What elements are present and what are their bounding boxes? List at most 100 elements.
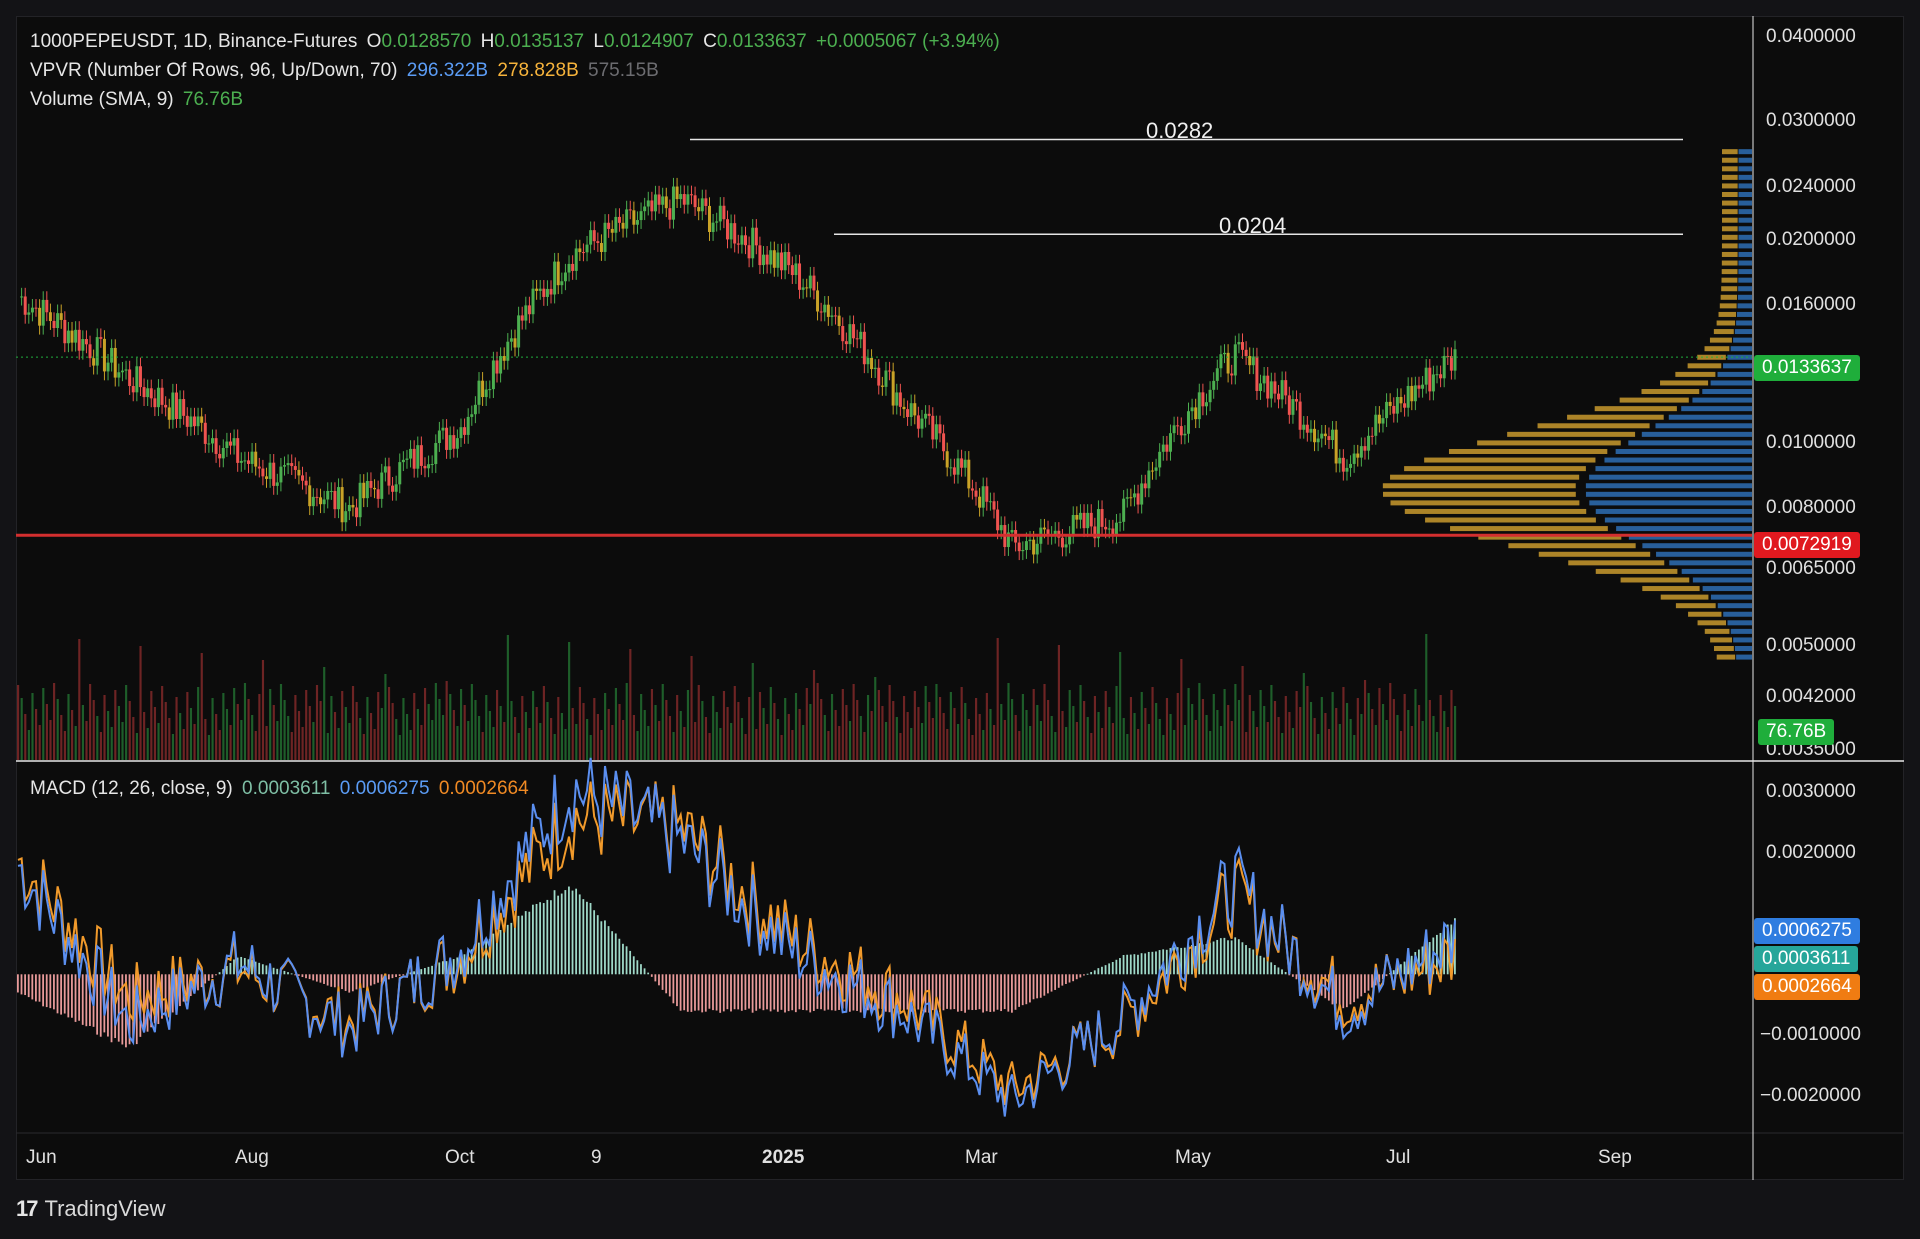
vpvr-row-down — [1507, 431, 1636, 437]
macd-legend[interactable]: MACD (12, 26, close, 9) 0.0003611 0.0006… — [30, 778, 533, 800]
volume-bar — [398, 735, 401, 760]
volume-bar — [251, 715, 254, 760]
support-price-tag: 0.0072919 — [1754, 532, 1860, 558]
volume-bar — [344, 707, 347, 760]
macd-hist-bar — [1147, 951, 1150, 975]
volume-bar — [654, 705, 657, 760]
macd-hist-bar — [1086, 973, 1089, 975]
price-tick-label: 0.0300000 — [1766, 110, 1856, 132]
volume-bar — [1432, 716, 1435, 760]
macd-hist-bar — [445, 961, 448, 975]
macd-hist-bar — [755, 974, 758, 1011]
candle-body — [816, 290, 820, 312]
candle-body — [1421, 384, 1425, 389]
candle-body — [373, 487, 377, 490]
candle-body — [996, 509, 1000, 531]
macd-hist-bar — [171, 974, 174, 1013]
volume-bar — [546, 702, 549, 760]
macd-hist-bar — [452, 959, 455, 975]
macd-hist-bar — [658, 974, 660, 986]
volume-bar — [1281, 733, 1284, 760]
volume-bar — [535, 707, 538, 760]
volume-bar — [676, 695, 679, 760]
open-value: 0.0128570 — [381, 31, 472, 52]
candle-body — [841, 326, 845, 342]
low-label: L — [593, 31, 604, 52]
volume-bar — [1392, 699, 1395, 760]
candle-body — [657, 194, 661, 205]
candle-body — [574, 248, 578, 271]
macd-hist-bar — [1353, 974, 1355, 1003]
candle-body — [1334, 429, 1338, 464]
volume-bar — [269, 689, 272, 760]
vpvr-legend[interactable]: VPVR (Number Of Rows, 96, Up/Down, 70) 2… — [30, 60, 663, 82]
vpvr-row-down — [1716, 320, 1736, 326]
volume-bar — [956, 724, 960, 760]
volume-bar — [1140, 692, 1143, 760]
macd-hist-bar — [1018, 974, 1021, 1007]
volume-bar — [568, 642, 571, 760]
candle-body — [1345, 467, 1349, 472]
candle-body — [1111, 528, 1115, 535]
candle-body — [826, 304, 830, 317]
candle-body — [1190, 407, 1194, 412]
candle-body — [369, 481, 373, 488]
volume-bar — [1090, 733, 1093, 760]
candle-body — [801, 287, 805, 290]
volume-bar — [888, 685, 891, 760]
candle-body — [337, 487, 341, 510]
macd-hist-bar — [319, 974, 322, 983]
candle-body — [1399, 397, 1403, 404]
candle-body — [913, 403, 917, 416]
macd-hist-bar — [805, 974, 808, 1011]
volume-bar — [416, 709, 419, 760]
candle-body — [171, 392, 175, 420]
candle-body — [106, 362, 110, 372]
vpvr-row-down — [1448, 448, 1608, 454]
candle-body — [718, 205, 722, 222]
volume-legend[interactable]: Volume (SMA, 9) 76.76B — [30, 89, 247, 111]
candle-body — [837, 315, 841, 327]
candle-body — [149, 388, 153, 399]
candle-body — [704, 198, 708, 206]
vpvr-row-down — [1641, 389, 1700, 395]
volume-bar — [1000, 704, 1003, 760]
macd-tick-label: −0.0010000 — [1760, 1023, 1861, 1045]
macd-hist-bar — [852, 974, 855, 1011]
candle-body — [283, 465, 287, 467]
macd-hist-bar — [1284, 971, 1287, 975]
macd-hist-bar — [506, 924, 509, 975]
vpvr-label: VPVR (Number Of Rows, 96, Up/Down, 70) — [30, 60, 398, 81]
candle-body — [1006, 532, 1010, 548]
macd-hist-bar — [27, 974, 30, 998]
volume-bar — [1043, 684, 1046, 760]
macd-hist-bar — [975, 974, 977, 1010]
candle-body — [578, 248, 582, 253]
macd-hist-bar — [1223, 937, 1226, 975]
macd-hist-bar — [204, 974, 207, 984]
vpvr-row-down — [1687, 363, 1722, 369]
candle-body — [473, 404, 477, 415]
volume-bar — [1454, 706, 1457, 760]
candle-body — [1219, 354, 1223, 369]
volume-bar — [434, 683, 437, 760]
volume-bar — [1263, 706, 1266, 760]
vpvr-row-down — [1425, 517, 1596, 523]
symbol-label[interactable]: 1000PEPEUSDT, 1D, Binance-Futures — [30, 31, 358, 52]
vpvr-row-down — [1721, 217, 1738, 223]
vpvr-row-up — [1585, 491, 1752, 497]
volume-bar — [449, 694, 452, 760]
high-value: 0.0135137 — [494, 31, 585, 52]
macd-hist-bar — [618, 938, 621, 975]
candle-body — [981, 486, 985, 508]
volume-bar — [517, 733, 520, 760]
close-label: C — [703, 31, 717, 52]
tradingview-brand[interactable]: 17 TradingView — [16, 1196, 166, 1222]
volume-bar — [1450, 690, 1453, 760]
candle-body — [693, 195, 697, 208]
tradingview-logo-icon: 17 — [16, 1196, 39, 1221]
candle-body — [419, 445, 423, 466]
candle-body — [156, 387, 160, 408]
candle-body — [1313, 428, 1317, 443]
